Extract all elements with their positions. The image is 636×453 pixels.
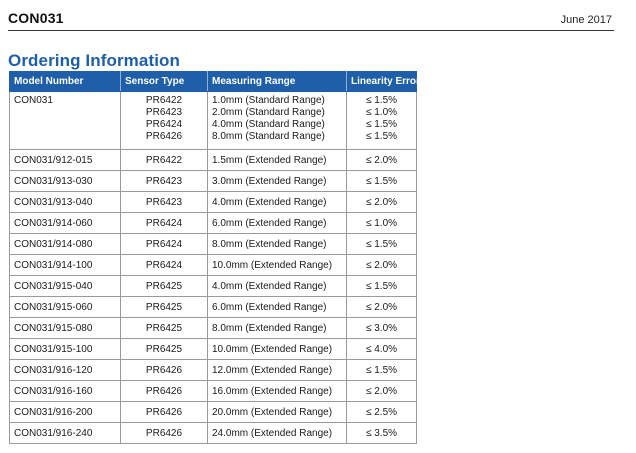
cell-sensor-line: PR6426 <box>145 131 183 142</box>
cell-model: CON031/915-040 <box>9 275 121 297</box>
cell-linearity-line: ≤ 1.5% <box>365 95 398 106</box>
cell-model: CON031/912-015 <box>9 149 121 171</box>
cell-linearity: ≤ 3.5% <box>346 422 417 444</box>
table-row: CON031/913-040 PR6423 4.0mm (Extended Rang… <box>9 191 417 213</box>
cell-range-line: 4.0mm (Standard Range) <box>212 119 325 130</box>
cell-linearity-line: ≤ 1.5% <box>365 131 398 142</box>
cell-linearity: ≤ 1.5% <box>346 359 417 381</box>
table-row: CON031/912-015 PR6422 1.5mm (Extended Rang… <box>9 149 417 171</box>
table-row: CON031/913-030 PR6423 3.0mm (Extended Rang… <box>9 170 417 192</box>
column-header-linearity: Linearity Error <box>346 71 420 92</box>
cell-range-line: 2.0mm (Standard Range) <box>212 107 325 118</box>
cell-sensor: PR6425 <box>120 296 208 318</box>
cell-linearity: ≤ 1.5% <box>346 233 417 255</box>
table-row: CON031/916-120 PR6426 12.0mm (Extended Ran… <box>9 359 417 381</box>
column-header-sensor: Sensor Type <box>120 71 208 92</box>
cell-model: CON031/913-030 <box>9 170 121 192</box>
cell-sensor: PR6425 <box>120 338 208 360</box>
column-header-range: Measuring Range <box>207 71 347 92</box>
table-row: CON031/915-040 PR6425 4.0mm (Extended Rang… <box>9 275 417 297</box>
cell-sensor: PR6426 <box>120 380 208 402</box>
cell-model: CON031/915-100 <box>9 338 121 360</box>
cell-linearity: ≤ 1.5% <box>346 275 417 297</box>
table-row: CON031/915-080 PR6425 8.0mm (Extended Rang… <box>9 317 417 339</box>
table-header-row: Model Number Sensor Type Measuring Range… <box>9 71 420 92</box>
cell-linearity: ≤ 3.0% <box>346 317 417 339</box>
cell-model: CON031/914-060 <box>9 212 121 234</box>
cell-sensor-line: PR6424 <box>145 119 183 130</box>
cell-model: CON031/914-100 <box>9 254 121 276</box>
cell-range: 8.0mm (Extended Range) <box>207 233 347 255</box>
cell-linearity-line: ≤ 1.0% <box>365 107 398 118</box>
cell-range: 20.0mm (Extended Range) <box>207 401 347 423</box>
cell-sensor: PR6424 <box>120 212 208 234</box>
cell-range: 10.0mm (Extended Range) <box>207 254 347 276</box>
cell-model: CON031/914-080 <box>9 233 121 255</box>
cell-sensor-line: PR6423 <box>145 107 183 118</box>
cell-sensor: PR6424 <box>120 254 208 276</box>
cell-range: 4.0mm (Extended Range) <box>207 191 347 213</box>
document-id: CON031 <box>8 10 64 26</box>
cell-model: CON031 <box>9 91 121 150</box>
cell-linearity: ≤ 1.0% <box>346 212 417 234</box>
cell-model: CON031/913-040 <box>9 191 121 213</box>
cell-linearity: ≤ 2.0% <box>346 149 417 171</box>
document-date: June 2017 <box>560 14 612 26</box>
cell-range-line: 8.0mm (Standard Range) <box>212 131 325 142</box>
cell-sensor: PR6426 <box>120 401 208 423</box>
cell-sensor: PR6425 <box>120 275 208 297</box>
column-header-model: Model Number <box>9 71 121 92</box>
table-row: CON031/916-160 PR6426 16.0mm (Extended Ran… <box>9 380 417 402</box>
cell-sensor: PR6422 <box>120 149 208 171</box>
table-row: CON031/915-060 PR6425 6.0mm (Extended Rang… <box>9 296 417 318</box>
cell-range: 8.0mm (Extended Range) <box>207 317 347 339</box>
table-row: CON031/914-100 PR6424 10.0mm (Extended Ran… <box>9 254 417 276</box>
cell-model: CON031/916-120 <box>9 359 121 381</box>
table-row: CON031/914-060 PR6424 6.0mm (Extended Rang… <box>9 212 417 234</box>
cell-linearity: ≤ 2.0% <box>346 380 417 402</box>
cell-range: 12.0mm (Extended Range) <box>207 359 347 381</box>
cell-sensor-line: PR6422 <box>145 95 183 106</box>
cell-model: CON031/916-160 <box>9 380 121 402</box>
table-row: CON031/914-080 PR6424 8.0mm (Extended Rang… <box>9 233 417 255</box>
cell-sensor: PR6426 <box>120 359 208 381</box>
cell-sensor: PR6426 <box>120 422 208 444</box>
table-row-base: CON031 PR6422 PR6423 PR6424 PR6426 1.0mm… <box>9 91 417 150</box>
cell-range: 1.0mm (Standard Range) 2.0mm (Standard R… <box>207 91 347 150</box>
cell-sensor: PR6423 <box>120 170 208 192</box>
cell-range: 6.0mm (Extended Range) <box>207 296 347 318</box>
table-row: CON031/916-200 PR6426 20.0mm (Extended Ran… <box>9 401 417 423</box>
cell-linearity-line: ≤ 1.5% <box>365 119 398 130</box>
cell-linearity: ≤ 2.5% <box>346 401 417 423</box>
cell-model: CON031/915-080 <box>9 317 121 339</box>
cell-model: CON031/915-060 <box>9 296 121 318</box>
cell-sensor: PR6423 <box>120 191 208 213</box>
cell-sensor: PR6424 <box>120 233 208 255</box>
cell-range: 24.0mm (Extended Range) <box>207 422 347 444</box>
cell-linearity: ≤ 4.0% <box>346 338 417 360</box>
ordering-table: Model Number Sensor Type Measuring Range… <box>9 71 420 444</box>
cell-linearity: ≤ 2.0% <box>346 254 417 276</box>
cell-range: 1.5mm (Extended Range) <box>207 149 347 171</box>
cell-model: CON031/916-200 <box>9 401 121 423</box>
table-row: CON031/916-240 PR6426 24.0mm (Extended Ran… <box>9 422 417 444</box>
cell-linearity: ≤ 2.0% <box>346 191 417 213</box>
cell-range: 4.0mm (Extended Range) <box>207 275 347 297</box>
cell-linearity: ≤ 1.5% ≤ 1.0% ≤ 1.5% ≤ 1.5% <box>346 91 417 150</box>
cell-range: 16.0mm (Extended Range) <box>207 380 347 402</box>
section-title: Ordering Information <box>8 51 180 70</box>
table-row: CON031/915-100 PR6425 10.0mm (Extended Ran… <box>9 338 417 360</box>
cell-sensor: PR6422 PR6423 PR6424 PR6426 <box>120 91 208 150</box>
cell-range-line: 1.0mm (Standard Range) <box>212 95 325 106</box>
cell-linearity: ≤ 1.5% <box>346 170 417 192</box>
header-divider <box>8 30 614 31</box>
cell-range: 6.0mm (Extended Range) <box>207 212 347 234</box>
cell-linearity: ≤ 2.0% <box>346 296 417 318</box>
cell-sensor: PR6425 <box>120 317 208 339</box>
cell-range: 3.0mm (Extended Range) <box>207 170 347 192</box>
cell-range: 10.0mm (Extended Range) <box>207 338 347 360</box>
cell-model: CON031/916-240 <box>9 422 121 444</box>
